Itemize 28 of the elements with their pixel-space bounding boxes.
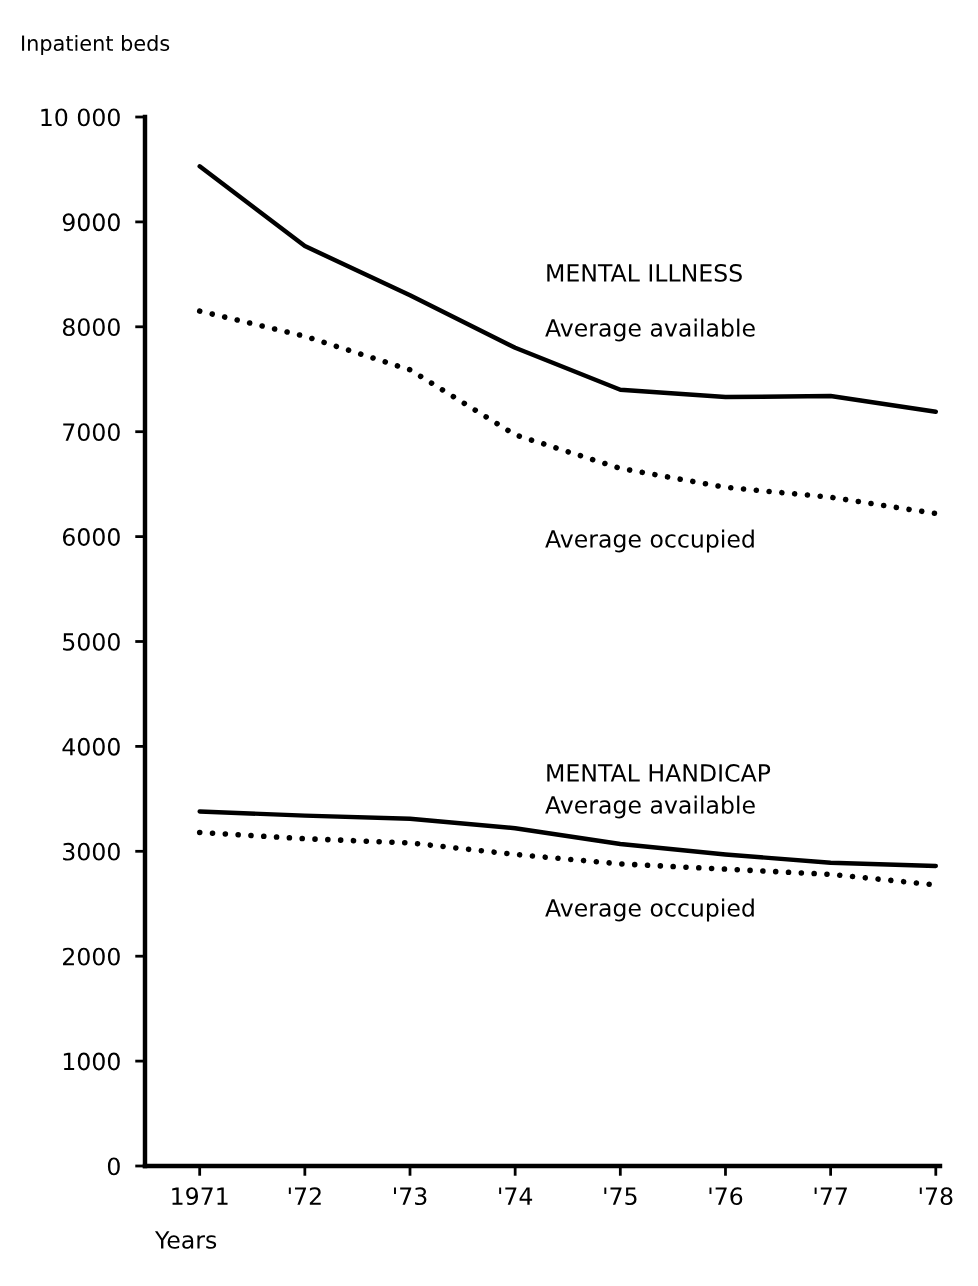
y-tick-label: 4000 bbox=[62, 737, 120, 756]
annotation: MENTAL ILLNESS bbox=[547, 263, 742, 282]
y-tick-label: 9000 bbox=[62, 213, 120, 232]
x-axis-title: Years bbox=[154, 1231, 217, 1249]
x-tick-label: '78 bbox=[919, 1187, 953, 1206]
series-label: Average occupied bbox=[545, 529, 754, 553]
x-tick-label: 1971 bbox=[172, 1187, 228, 1206]
y-tick-label: 7000 bbox=[63, 423, 120, 442]
y-tick-label: 5000 bbox=[63, 632, 120, 651]
y-tick-label: 0 bbox=[107, 1157, 120, 1176]
y-tick-label: 1000 bbox=[63, 1052, 120, 1071]
series-label: Average available bbox=[545, 318, 755, 342]
annotation: MENTAL HANDICAP bbox=[547, 763, 771, 782]
x-tick-label: '72 bbox=[288, 1187, 321, 1205]
series-label: Average occupied bbox=[545, 898, 754, 922]
line-series bbox=[197, 164, 939, 414]
x-tick-label: '73 bbox=[394, 1187, 427, 1206]
y-axis-title: Inpatient beds bbox=[22, 34, 170, 56]
y-tick-label: 3000 bbox=[63, 842, 120, 861]
y-tick-label: 2000 bbox=[63, 947, 120, 966]
x-tick-label: '75 bbox=[604, 1187, 637, 1206]
x-tick-label: '74 bbox=[499, 1187, 533, 1205]
y-tick-label: 10 000 bbox=[41, 108, 120, 127]
series-label: Average available bbox=[545, 795, 755, 819]
x-tick-label: '76 bbox=[709, 1187, 743, 1206]
y-tick-label: 6000 bbox=[62, 528, 120, 546]
x-tick-label: '77 bbox=[814, 1187, 847, 1205]
y-tick-label: 8000 bbox=[62, 318, 120, 337]
